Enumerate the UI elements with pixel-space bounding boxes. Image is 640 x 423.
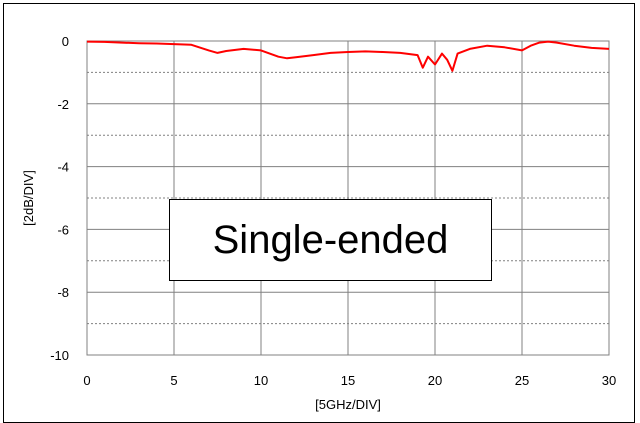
x-tick-label: 25	[515, 373, 529, 388]
y-tick-label: -10	[50, 348, 69, 363]
series-layer	[86, 40, 610, 72]
x-tick-label: 10	[254, 373, 268, 388]
y-tick-label: -6	[57, 222, 69, 237]
y-axis-title: [2dB/DIV]	[21, 170, 36, 226]
series-line	[86, 40, 610, 72]
plot-area	[86, 40, 610, 356]
y-tick-label: -8	[57, 285, 69, 300]
x-tick-label: 15	[341, 373, 355, 388]
y-tick-label: -4	[57, 160, 69, 175]
x-tick-label: 20	[428, 373, 442, 388]
x-tick-label: 30	[602, 373, 616, 388]
grid	[87, 41, 609, 355]
tick-labels: 0 5 10 15 20 25 30 0 -2 -4 -6 -8 -10	[50, 34, 616, 388]
y-tick-label: -2	[57, 97, 69, 112]
y-tick-label: 0	[62, 34, 69, 49]
x-tick-label: 5	[170, 373, 177, 388]
x-tick-label: 0	[83, 373, 90, 388]
annotation-single-ended: Single-ended	[169, 199, 492, 281]
x-axis-title: [5GHz/DIV]	[315, 397, 381, 412]
